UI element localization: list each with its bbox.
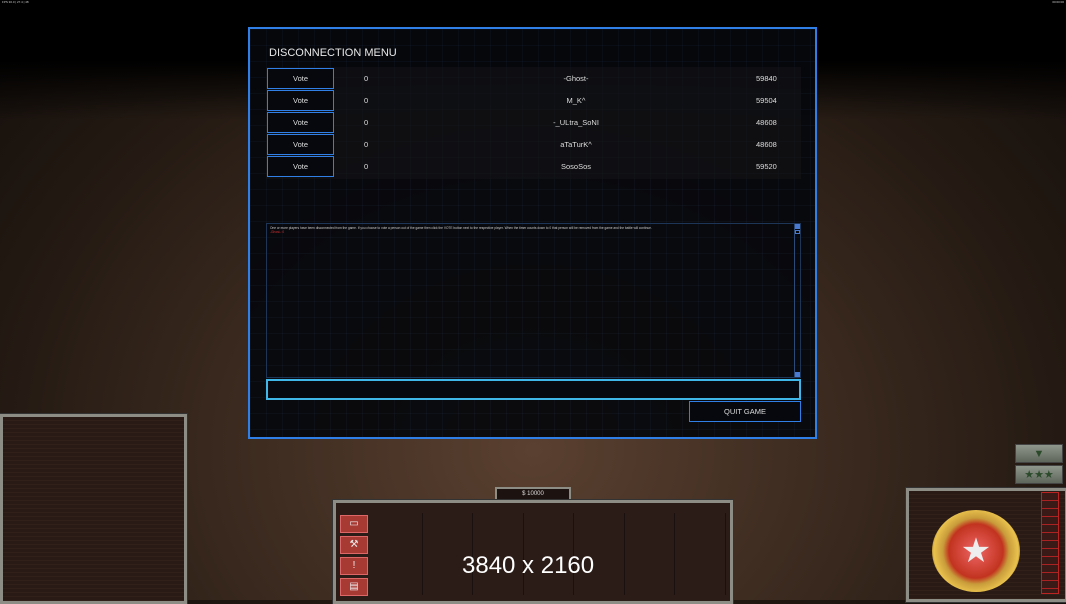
player-ping: 48608: [756, 118, 777, 127]
experience-bar: [1041, 492, 1059, 594]
options-icon[interactable]: ▭: [340, 515, 368, 533]
timer-message: -Ghost-: 0: [270, 230, 285, 234]
player-ping: 59520: [756, 162, 777, 171]
vote-button[interactable]: Vote: [267, 156, 334, 177]
collapse-arrow-icon[interactable]: ▼: [1015, 444, 1063, 463]
player-row: Vote 0 aTaTurK^ 48608: [266, 133, 801, 155]
vote-count: 0: [364, 74, 369, 83]
rank-stars-button[interactable]: ★★★: [1015, 465, 1063, 484]
scrollbar[interactable]: [794, 224, 800, 377]
general-medal-icon[interactable]: ★: [932, 510, 1020, 592]
player-ping: 59504: [756, 96, 777, 105]
alert-icon[interactable]: !: [340, 557, 368, 575]
player-ping: 59840: [756, 74, 777, 83]
quit-game-button[interactable]: QUIT GAME: [689, 401, 801, 422]
player-ping: 48608: [756, 140, 777, 149]
chat-input[interactable]: [266, 379, 801, 400]
player-name: -Ghost-: [563, 74, 589, 83]
vote-button[interactable]: Vote: [267, 112, 334, 133]
player-list: Vote 0 -Ghost- 59840 Vote 0 M_K^ 59504 Vote 0 -_…: [266, 67, 801, 179]
resolution-overlay: 3840 x 2160: [462, 552, 595, 579]
game-clock: 00:00:00: [1052, 0, 1064, 4]
player-row: Vote 0 -Ghost- 59840: [266, 67, 801, 89]
player-name: -_ULtra_SoNI: [553, 118, 599, 127]
command-slots: [372, 513, 727, 595]
vote-button[interactable]: Vote: [267, 90, 334, 111]
scroll-down-icon[interactable]: [795, 372, 800, 377]
command-bar: [333, 500, 733, 604]
money-display: $ 10000: [495, 487, 571, 501]
player-name: SosoSos: [560, 162, 592, 171]
scroll-up-icon[interactable]: [795, 224, 800, 229]
vote-count: 0: [364, 162, 369, 171]
player-row: Vote 0 M_K^ 59504: [266, 89, 801, 111]
wrench-icon[interactable]: ⚒: [340, 536, 368, 554]
scroll-thumb[interactable]: [795, 230, 800, 234]
player-name: aTaTurK^: [560, 140, 592, 149]
player-row: Vote 0 -_ULtra_SoNI 48608: [266, 111, 801, 133]
fps-readout: FPS 30.0 | 27.4 | 48: [2, 0, 29, 4]
chat-icon[interactable]: ▤: [340, 578, 368, 596]
message-log: One or more players have been disconnect…: [266, 223, 801, 378]
player-row: Vote 0 SosoSos 59520: [266, 155, 801, 177]
vote-count: 0: [364, 96, 369, 105]
vote-count: 0: [364, 118, 369, 127]
vote-count: 0: [364, 140, 369, 149]
vote-button[interactable]: Vote: [267, 68, 334, 89]
player-name: M_K^: [566, 96, 586, 105]
dialog-title: DISCONNECTION MENU: [269, 47, 397, 59]
vote-button[interactable]: Vote: [267, 134, 334, 155]
left-hud-panel: [0, 414, 187, 604]
disconnect-message: One or more players have been disconnect…: [270, 226, 652, 230]
disconnection-dialog: DISCONNECTION MENU Vote 0 -Ghost- 59840 Vot…: [248, 27, 817, 439]
